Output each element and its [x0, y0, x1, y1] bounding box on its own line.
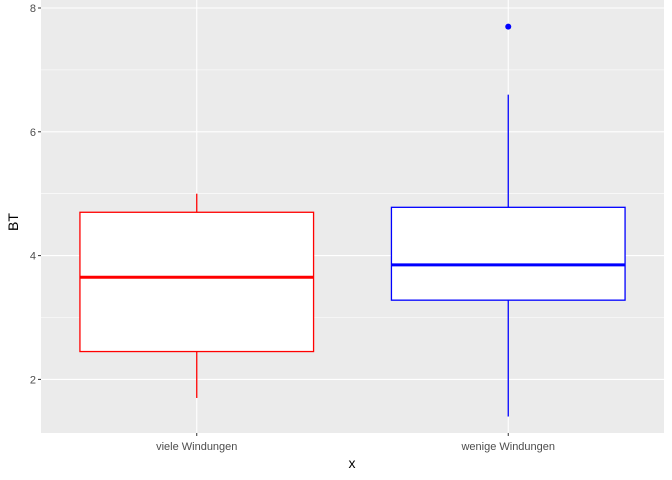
- y-tick-label: 8: [30, 3, 36, 15]
- y-axis-title: BT: [5, 213, 21, 231]
- outlier-point: [505, 23, 512, 30]
- y-axis: 2 4 6 8: [30, 3, 41, 386]
- box-group: [390, 23, 626, 417]
- x-axis: viele Windungen wenige Windungen: [156, 433, 555, 453]
- box-group: [79, 193, 315, 398]
- box-iqr: [390, 206, 626, 301]
- y-tick-label: 6: [30, 127, 36, 139]
- boxes: [79, 23, 626, 417]
- y-tick-label: 4: [30, 251, 36, 263]
- x-tick-label: wenige Windungen: [460, 441, 555, 453]
- box-iqr: [79, 211, 315, 353]
- y-tick-label: 2: [30, 374, 36, 386]
- x-tick-label: viele Windungen: [156, 441, 237, 453]
- x-axis-title: x: [349, 455, 356, 471]
